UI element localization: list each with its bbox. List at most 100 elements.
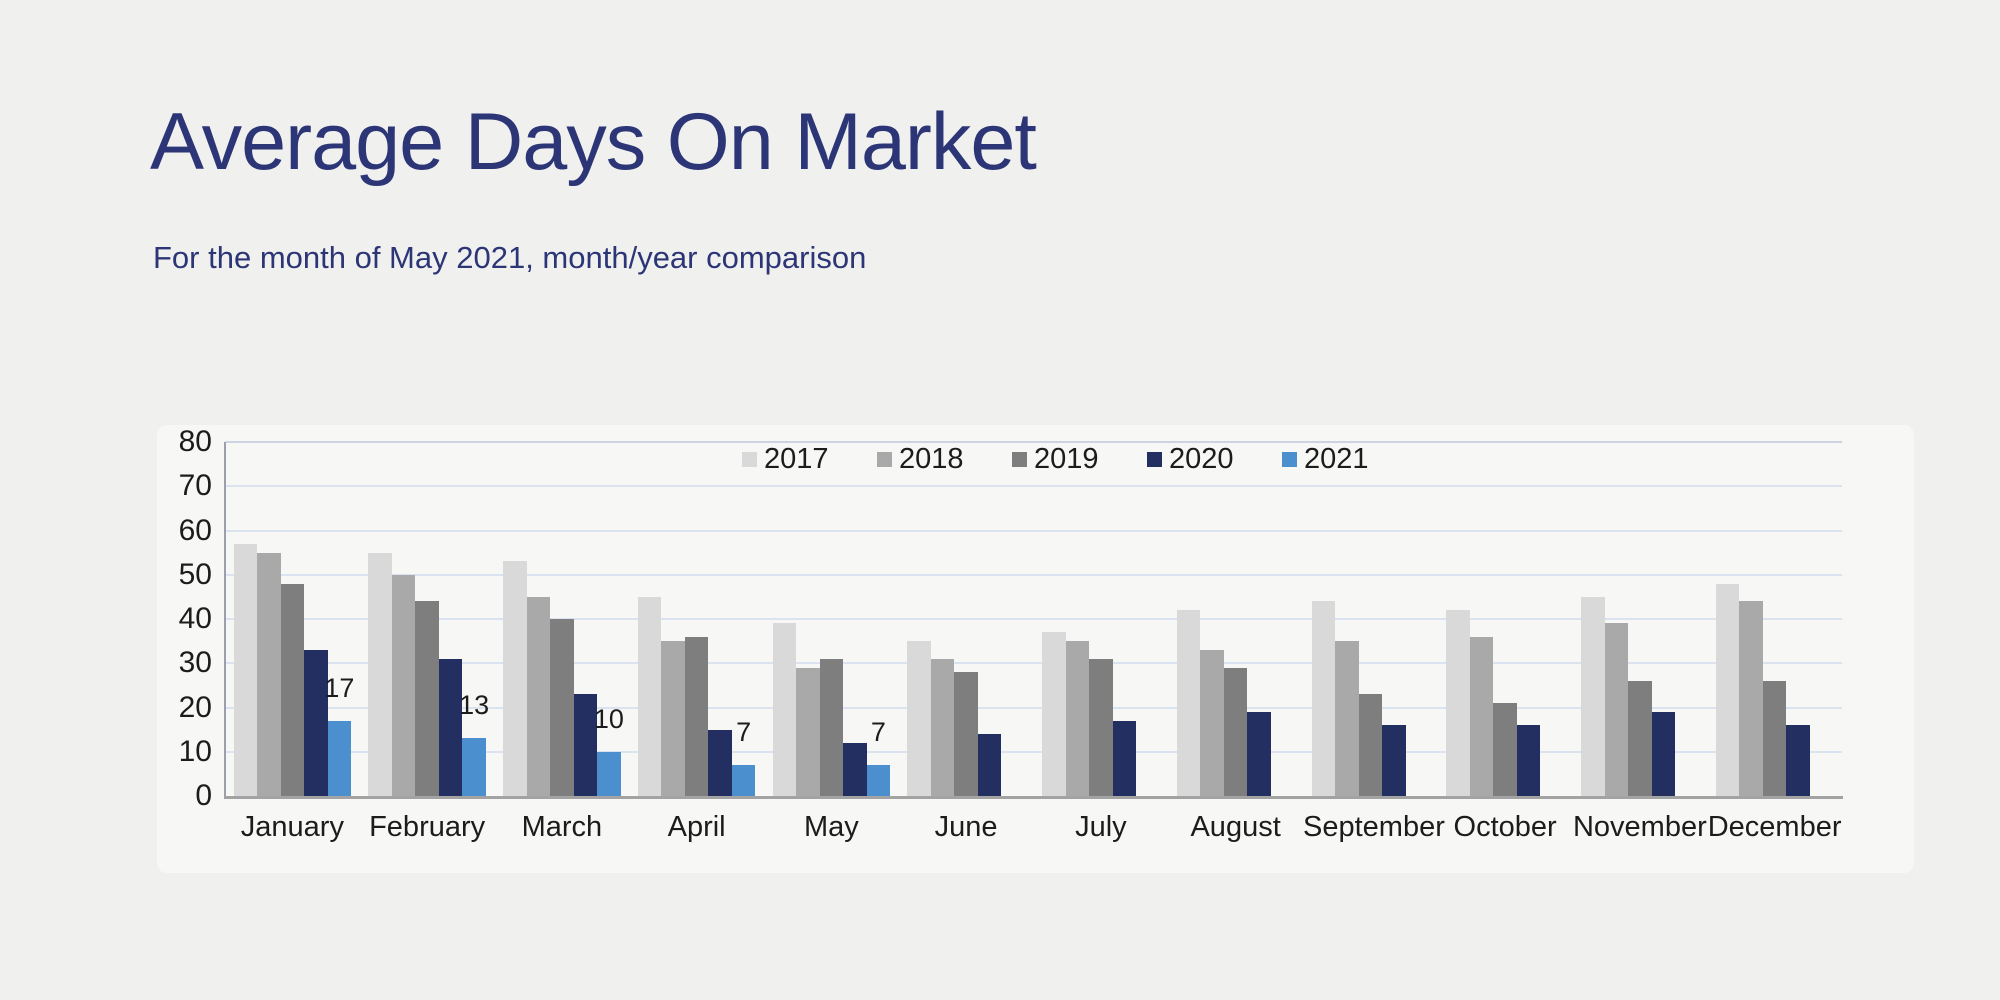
bar-2017-december — [1715, 583, 1740, 796]
bar-2018-september — [1335, 641, 1359, 796]
bar-2021-february — [462, 738, 486, 796]
legend-swatch-2020 — [1147, 451, 1162, 467]
bar-2020-april — [708, 729, 732, 796]
y-tick-label: 50 — [178, 557, 212, 591]
bar-2020-march — [573, 694, 598, 796]
bar-2020-may — [843, 742, 867, 796]
bar-2019-april — [684, 636, 709, 796]
bar-2019-november — [1628, 680, 1652, 796]
bar-data-label: 13 — [459, 690, 490, 721]
y-tick-label: 0 — [195, 779, 212, 812]
bar-2017-april — [637, 596, 662, 796]
bar-2017-june — [907, 641, 931, 796]
bar-2018-november — [1604, 623, 1629, 796]
legend-swatch-2019 — [1012, 451, 1027, 467]
bar-2019-october — [1493, 703, 1517, 796]
bar-2020-november — [1651, 711, 1676, 796]
bar-2017-february — [368, 552, 392, 796]
bar-2021-april — [731, 765, 756, 796]
gridline — [225, 618, 1842, 620]
legend-item-2021: 2021 — [1282, 444, 1369, 474]
bar-2017-march — [503, 561, 527, 796]
bar-2018-february — [391, 574, 416, 796]
bar-2021-march — [597, 751, 621, 796]
x-axis-label: November — [1572, 811, 1707, 843]
bar-2019-june — [954, 672, 978, 796]
x-axis-label: June — [934, 811, 998, 843]
bar-2019-december — [1762, 680, 1787, 796]
y-tick-label: 30 — [178, 646, 212, 680]
gridline — [225, 750, 1842, 753]
x-axis-label: October — [1453, 811, 1557, 843]
bar-2019-july — [1089, 658, 1113, 796]
bar-2019-september — [1358, 694, 1383, 796]
bar-2020-july — [1112, 720, 1137, 796]
bar-2020-january — [304, 649, 328, 796]
gridline — [225, 662, 1842, 665]
x-axis-label: February — [369, 811, 486, 843]
x-axis-label: March — [521, 811, 603, 843]
bar-2018-may — [796, 667, 820, 796]
bar-2018-october — [1469, 636, 1494, 796]
bar-2017-may — [772, 623, 797, 796]
bar-2019-august — [1223, 667, 1248, 796]
bar-2017-july — [1042, 632, 1066, 796]
bar-2019-february — [415, 601, 439, 796]
page-subtitle: For the month of May 2021, month/year co… — [153, 240, 867, 275]
bar-2019-march — [550, 619, 574, 796]
legend-item-2019: 2019 — [1012, 444, 1099, 474]
gridline — [225, 529, 1842, 532]
legend-swatch-2018 — [877, 451, 892, 467]
bar-2018-january — [257, 552, 281, 796]
legend-item-2017: 2017 — [742, 444, 829, 474]
page-title: Average Days On Market — [150, 97, 1037, 187]
x-axis-label: August — [1190, 811, 1281, 843]
x-axis-label: May — [803, 811, 859, 843]
bar-2017-january — [233, 543, 258, 796]
y-tick-label: 40 — [178, 602, 212, 635]
legend-label: 2017 — [764, 443, 829, 475]
bar-data-label: 7 — [736, 717, 752, 748]
y-tick-label: 80 — [178, 425, 212, 458]
bar-2018-august — [1200, 649, 1224, 796]
bar-2019-may — [819, 658, 844, 796]
bar-2021-january — [327, 720, 352, 796]
x-axis-line — [224, 796, 1843, 799]
bar-2017-october — [1446, 610, 1470, 796]
bar-2017-november — [1581, 596, 1605, 796]
bar-2018-december — [1739, 601, 1763, 796]
legend-swatch-2021 — [1282, 451, 1297, 467]
legend-label: 2019 — [1034, 443, 1099, 475]
legend-item-2018: 2018 — [877, 444, 964, 474]
gridline — [225, 485, 1842, 488]
legend-swatch-2017 — [742, 451, 757, 467]
bar-2020-june — [977, 734, 1002, 796]
y-tick-label: 10 — [178, 734, 212, 768]
bar-data-label: 17 — [324, 672, 355, 703]
bar-2018-july — [1065, 641, 1090, 796]
legend-label: 2021 — [1304, 443, 1369, 475]
bar-data-label: 10 — [593, 703, 624, 734]
bar-2018-march — [526, 596, 551, 796]
bar-2020-october — [1516, 725, 1541, 796]
y-tick-label: 20 — [178, 690, 212, 724]
bar-2018-june — [930, 658, 955, 796]
gridline — [225, 573, 1842, 576]
y-tick-label: 70 — [178, 469, 212, 503]
x-axis-label: July — [1075, 811, 1127, 843]
bar-2017-september — [1311, 601, 1336, 796]
bar-2020-february — [438, 658, 463, 796]
x-axis-label: January — [240, 811, 344, 843]
bar-2020-august — [1247, 711, 1271, 796]
bar-data-label: 7 — [870, 717, 886, 748]
y-axis-line — [224, 442, 226, 796]
bar-2020-december — [1786, 725, 1810, 796]
gridline — [225, 441, 1842, 443]
x-axis-label: September — [1303, 811, 1445, 843]
y-tick-label: 60 — [178, 513, 212, 547]
legend-item-2020: 2020 — [1147, 444, 1234, 474]
legend-label: 2020 — [1169, 443, 1234, 475]
legend-label: 2018 — [899, 443, 964, 475]
